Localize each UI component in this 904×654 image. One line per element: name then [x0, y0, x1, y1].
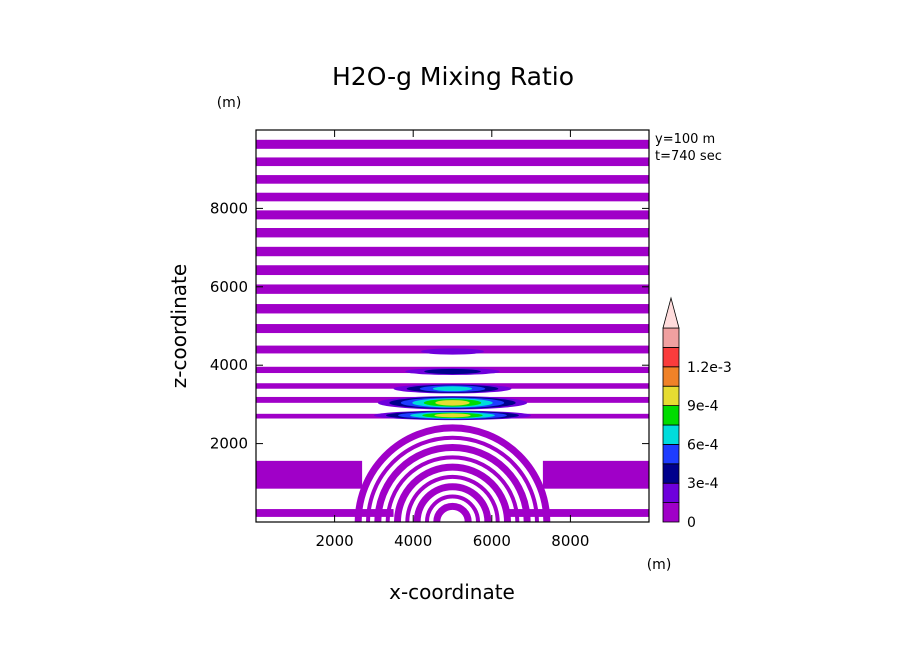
x-unit-label: (m): [647, 557, 672, 573]
x-tick-label: 8000: [551, 532, 589, 550]
y-tick-label: 6000: [210, 278, 248, 296]
info-line: t=740 sec: [655, 149, 722, 164]
contour-band: [256, 228, 649, 238]
colorbar-arrow: [662, 296, 680, 329]
y-unit-label: (m): [217, 95, 242, 111]
contour-band: [256, 175, 649, 184]
y-tick-label: 4000: [210, 356, 248, 374]
x-axis: 2000 4000 6000 8000: [316, 130, 589, 550]
contour-arc: [413, 483, 492, 522]
colorbar-box: [662, 366, 680, 387]
contour-band: [507, 509, 649, 517]
contour-arc: [433, 502, 472, 522]
contour-level: [435, 400, 470, 406]
colorbar-label: 9e-4: [687, 399, 719, 415]
colorbar-label: 6e-4: [687, 437, 719, 453]
contour-arc: [385, 455, 520, 522]
contour-level: [424, 368, 481, 375]
y-tick-label: 8000: [210, 199, 248, 217]
y-axis: 2000 4000 6000 8000: [210, 199, 649, 453]
contour-level: [434, 413, 471, 418]
contour-band: [256, 304, 649, 314]
colorbar-label: 0: [687, 515, 696, 531]
contour-level: [421, 348, 484, 355]
colorbar-box: [662, 346, 680, 368]
y-tick-label: 2000: [210, 435, 248, 453]
plot-frame: [255, 129, 650, 523]
contour-band: [256, 157, 649, 167]
contour-band: [256, 265, 649, 276]
colorbar-box: [662, 482, 680, 504]
x-tick-label: 6000: [473, 532, 511, 550]
x-tick-label: 4000: [394, 532, 432, 550]
contour-band: [256, 192, 649, 202]
contour-band: [256, 139, 649, 149]
y-axis-label: z-coordinate: [167, 264, 191, 388]
x-tick-label: 2000: [316, 532, 354, 550]
contour-field: [256, 139, 649, 522]
contour-band: [256, 460, 363, 489]
colorbar-box: [662, 463, 680, 484]
colorbar-label: 1.2e-3: [687, 360, 732, 376]
info-line: y=100 m: [655, 132, 715, 147]
colorbar-box: [662, 502, 680, 523]
colorbar-box: [662, 405, 680, 426]
info-block: y=100 m t=740 sec: [655, 132, 722, 164]
contour-level: [432, 386, 473, 392]
contour-band: [256, 246, 649, 257]
colorbar-label: 3e-4: [687, 476, 719, 492]
chart-title: H2O-g Mixing Ratio: [332, 62, 574, 91]
colorbar-box: [662, 443, 680, 465]
contour-band: [542, 460, 649, 489]
contour-arc: [366, 435, 539, 522]
colorbar-box: [662, 327, 680, 348]
contour-band: [256, 210, 649, 220]
colorbar: 0 3e-4 6e-4 9e-4 1.2e-3: [662, 296, 732, 531]
contour-band: [256, 509, 394, 517]
contour-band: [256, 284, 649, 294]
x-axis-label: x-coordinate: [389, 580, 515, 604]
colorbar-box: [662, 385, 680, 407]
contour-band: [256, 324, 649, 334]
colorbar-box: [662, 424, 680, 445]
